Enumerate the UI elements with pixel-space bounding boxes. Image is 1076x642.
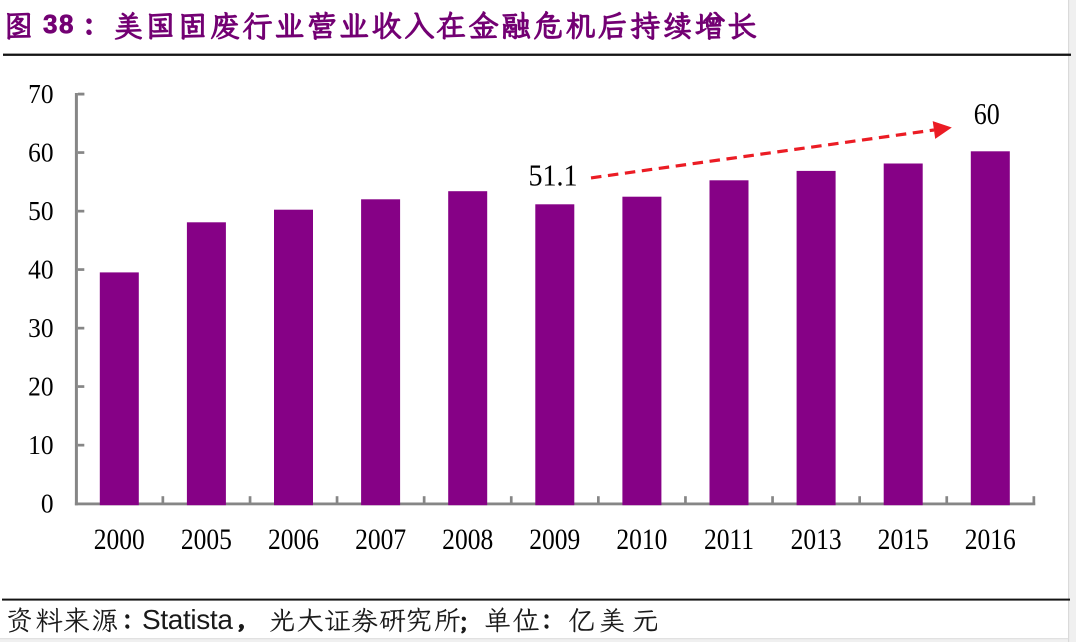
svg-text:40: 40 (28, 255, 53, 285)
svg-text:0: 0 (41, 489, 54, 519)
svg-text:2016: 2016 (965, 522, 1016, 555)
svg-text:2015: 2015 (878, 522, 929, 555)
svg-text:2011: 2011 (704, 522, 754, 555)
svg-text:50: 50 (28, 196, 53, 226)
svg-text:38: 38 (43, 9, 75, 39)
svg-text:Statista: Statista (142, 604, 233, 635)
svg-text:2013: 2013 (791, 522, 842, 555)
svg-text:2006: 2006 (268, 522, 319, 555)
svg-text:2010: 2010 (616, 522, 667, 555)
svg-text:2005: 2005 (181, 522, 232, 555)
svg-text:2009: 2009 (529, 522, 580, 555)
svg-text:60: 60 (28, 138, 53, 168)
svg-text:51.1: 51.1 (529, 159, 578, 193)
svg-text:2007: 2007 (355, 522, 406, 555)
svg-text:2008: 2008 (442, 522, 493, 555)
svg-text:30: 30 (28, 313, 53, 343)
svg-text:20: 20 (28, 372, 53, 402)
svg-text:70: 70 (28, 79, 53, 109)
svg-text:2000: 2000 (94, 522, 145, 555)
svg-text:60: 60 (974, 97, 1000, 132)
svg-text:10: 10 (28, 430, 53, 460)
